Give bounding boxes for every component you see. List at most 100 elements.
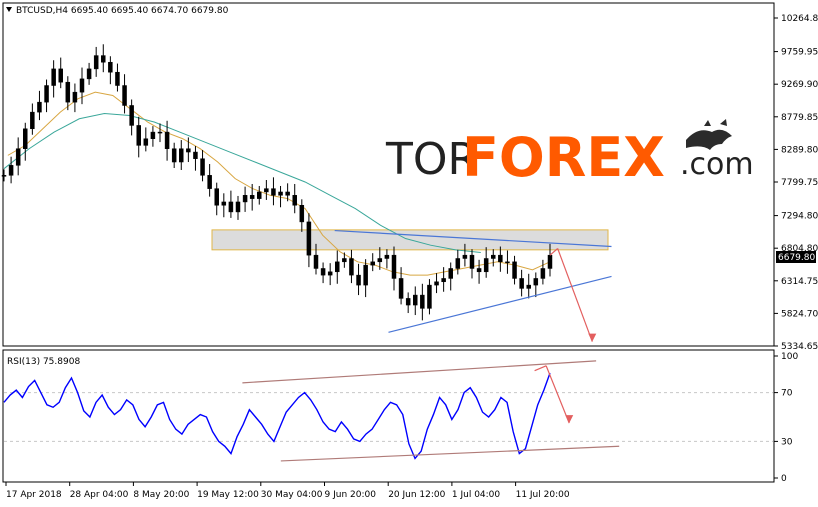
candle-body	[533, 278, 539, 286]
candle-body	[285, 191, 290, 196]
candle-body	[249, 195, 255, 199]
rsi-forecast-arrow	[545, 365, 570, 424]
candle-body	[356, 274, 361, 286]
candle-body	[157, 131, 163, 134]
candle-body	[462, 254, 468, 259]
collapse-triangle-icon[interactable]	[6, 7, 12, 12]
trendline-upper	[334, 229, 612, 248]
time-tick-label: 9 Jun 20:00	[325, 490, 377, 500]
candle-body	[86, 68, 92, 80]
price-tick-label: 6804.80	[781, 244, 818, 254]
candle-body	[37, 101, 42, 113]
price-tick-label: 5824.70	[781, 309, 818, 319]
candle-body	[335, 261, 340, 273]
candle-body	[512, 261, 517, 279]
candle-body	[242, 195, 248, 203]
candle-body	[79, 78, 85, 93]
candle-body	[349, 258, 354, 276]
candle-body	[391, 254, 397, 279]
candle-body	[143, 138, 149, 146]
candle-body	[115, 71, 120, 86]
candle-body	[299, 205, 305, 223]
candle-body	[547, 254, 553, 269]
candle-body	[65, 81, 71, 103]
rsi-tick-label: 100	[781, 352, 798, 362]
candle-body	[455, 258, 461, 269]
brand-watermark: TOR FOREX .com	[385, 119, 754, 189]
candle-body	[108, 61, 113, 73]
candle-body	[214, 188, 219, 206]
candle-body	[398, 278, 404, 299]
candle-body	[264, 188, 269, 193]
candle-body	[171, 148, 177, 163]
candle-body	[101, 55, 106, 63]
main-price-panel	[2, 2, 775, 347]
candle-body	[427, 284, 432, 309]
watermark-tor: TOR	[385, 134, 478, 185]
watermark-com: .com	[680, 147, 754, 182]
rsi-tick-label: 70	[781, 389, 793, 399]
chart-title: BTCUSD,H4 6695.40 6695.40 6674.70 6679.8…	[16, 6, 229, 16]
candle-body	[44, 85, 49, 103]
rsi-arrow-head-icon	[565, 415, 574, 424]
time-tick-label: 20 Jun 12:00	[388, 490, 445, 500]
candle-body	[498, 254, 503, 263]
time-tick-label: 1 Jul 04:00	[452, 490, 501, 500]
time-tick-label: 30 May 04:00	[261, 490, 323, 500]
rsi-tick-label: 30	[781, 437, 793, 447]
candle-body	[413, 294, 418, 306]
candle-body	[420, 294, 425, 309]
rsi-line	[3, 372, 551, 460]
candle-body	[30, 111, 35, 130]
price-tick-label: 9759.95	[781, 48, 818, 58]
rsi-trendline-upper	[242, 360, 597, 384]
candle-body	[306, 221, 312, 256]
candle-body	[51, 68, 56, 86]
candle-body	[235, 201, 241, 213]
price-tick-label: 6314.75	[781, 277, 818, 287]
candle-body	[370, 261, 375, 266]
candle-body	[313, 254, 319, 269]
rsi-forecast-arrow	[534, 365, 547, 372]
candle-body	[179, 148, 184, 163]
candle-body	[405, 298, 411, 306]
candle-body	[15, 148, 21, 166]
candle-body	[257, 191, 262, 199]
candle-body	[164, 131, 170, 149]
candle-body	[526, 284, 531, 289]
candle-body	[476, 268, 482, 273]
candle-body	[58, 68, 63, 83]
candle-body	[72, 91, 78, 103]
time-tick-label: 11 Jul 20:00	[516, 490, 570, 500]
candle-body	[150, 131, 156, 139]
candle-body	[377, 258, 383, 263]
candle-body	[327, 271, 333, 276]
candle-body	[441, 278, 446, 283]
watermark-forex: FOREX	[462, 126, 665, 189]
candle-body	[342, 258, 347, 263]
candle-body	[483, 258, 489, 273]
candle-body	[540, 268, 546, 279]
forecast-arrow	[557, 248, 593, 342]
candle-body	[505, 261, 510, 264]
candle-body	[320, 268, 326, 276]
candle-body	[363, 264, 368, 286]
time-tick-label: 28 Apr 04:00	[70, 490, 129, 500]
price-tick-label: 8779.85	[781, 113, 818, 123]
bull-bear-logo-icon	[686, 119, 732, 150]
trendline-lower	[388, 275, 612, 333]
candle-body	[193, 151, 198, 159]
moving-average-line	[7, 91, 551, 276]
rsi-panel	[2, 349, 775, 483]
candle-body	[228, 201, 234, 213]
candle-body	[278, 191, 283, 196]
candle-body	[8, 165, 14, 176]
candle-body	[186, 148, 191, 153]
forecast-arrow	[549, 248, 559, 256]
price-tick-label: 10264.85	[781, 14, 818, 24]
candle-body	[469, 254, 475, 269]
candle-body	[434, 281, 439, 286]
candle-body	[23, 128, 28, 149]
